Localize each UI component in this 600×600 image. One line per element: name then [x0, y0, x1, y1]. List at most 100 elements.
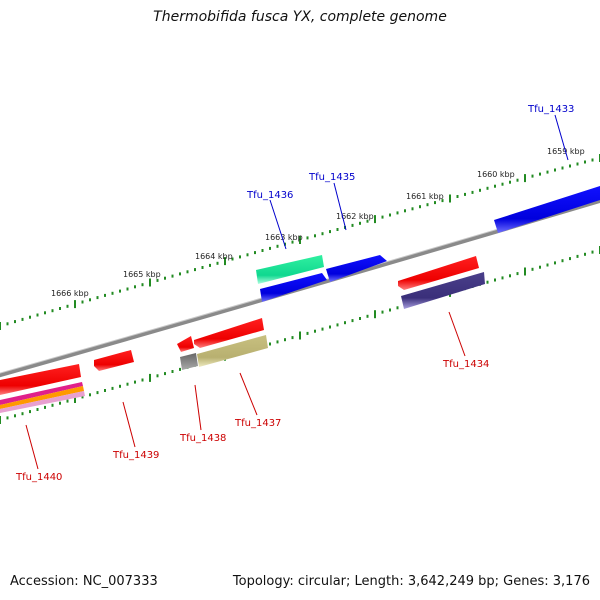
gene-tfu-1436[interactable]	[256, 255, 324, 284]
minor-tick	[494, 184, 496, 188]
accession-text: Accession: NC_007333	[10, 574, 158, 589]
minor-tick	[81, 395, 84, 399]
gene-tfu-1433[interactable]	[494, 186, 600, 233]
minor-tick	[284, 242, 286, 246]
minor-tick	[119, 289, 121, 293]
minor-tick	[554, 168, 556, 172]
outer-tick-ring	[0, 154, 600, 330]
minor-tick	[29, 410, 31, 414]
minor-tick	[539, 265, 541, 269]
major-tick	[0, 322, 1, 330]
major-tick	[149, 373, 151, 382]
map-title: Thermobifida fusca YX, complete genome	[153, 9, 447, 25]
minor-tick	[119, 384, 121, 388]
gene-reverse-olive[interactable]	[197, 335, 268, 367]
minor-tick	[314, 234, 316, 238]
kbp-label: 1663 kbp	[265, 233, 303, 242]
minor-tick	[561, 166, 564, 170]
minor-tick	[6, 416, 9, 420]
gene-reverse-grey[interactable]	[180, 353, 198, 370]
minor-tick	[306, 331, 309, 335]
major-tick	[299, 236, 301, 244]
minor-tick	[126, 382, 129, 386]
gene-label-tfu-1438: Tfu_1438	[179, 433, 226, 444]
gene-tfu-1438[interactable]	[177, 336, 194, 352]
minor-tick	[531, 174, 534, 178]
minor-tick	[186, 270, 189, 274]
minor-tick	[501, 276, 504, 280]
minor-tick	[156, 374, 159, 378]
minor-tick	[269, 246, 271, 250]
minor-tick	[479, 188, 481, 192]
minor-tick	[21, 412, 24, 416]
gene-label-tfu-1437: Tfu_1437	[234, 418, 281, 429]
minor-tick	[6, 322, 9, 326]
minor-tick	[381, 310, 384, 314]
major-tick	[524, 174, 526, 183]
minor-tick	[569, 164, 571, 168]
gene-tfu-1439[interactable]	[94, 350, 134, 371]
minor-tick	[111, 386, 114, 390]
gene-tfu-1437[interactable]	[194, 318, 264, 348]
major-tick	[449, 194, 451, 203]
minor-tick	[14, 320, 16, 324]
minor-tick	[321, 232, 324, 236]
major-tick	[374, 215, 376, 224]
minor-tick	[126, 287, 129, 291]
minor-tick	[441, 199, 444, 203]
minor-tick	[171, 370, 174, 373]
minor-tick	[539, 172, 541, 176]
gene-forward-blue[interactable]	[260, 273, 327, 302]
minor-tick	[576, 162, 579, 166]
minor-tick	[306, 236, 309, 240]
minor-tick	[81, 300, 84, 304]
minor-tick	[591, 250, 594, 254]
minor-tick	[456, 195, 459, 198]
minor-tick	[546, 263, 549, 267]
minor-tick	[194, 268, 196, 272]
minor-tick	[509, 180, 511, 184]
minor-tick	[164, 276, 166, 280]
major-tick	[149, 278, 151, 287]
minor-tick	[134, 285, 136, 289]
minor-tick	[104, 389, 106, 392]
gene-tfu-1435[interactable]	[326, 255, 387, 282]
minor-tick	[261, 249, 264, 252]
minor-tick	[554, 261, 556, 265]
minor-tick	[569, 257, 571, 261]
minor-tick	[509, 274, 511, 278]
minor-tick	[104, 293, 106, 297]
minor-tick	[276, 244, 279, 248]
minor-tick	[14, 414, 16, 418]
minor-tick	[21, 317, 24, 321]
gene-label-tfu-1435: Tfu_1435	[308, 172, 355, 183]
kbp-label: 1666 kbp	[51, 289, 89, 298]
minor-tick	[291, 240, 294, 244]
minor-tick	[359, 221, 361, 225]
minor-tick	[246, 253, 249, 257]
minor-tick	[546, 170, 549, 174]
minor-tick	[29, 315, 31, 319]
minor-tick	[179, 367, 181, 371]
minor-tick	[591, 158, 594, 162]
minor-tick	[291, 336, 294, 340]
minor-tick	[164, 372, 166, 376]
minor-tick	[426, 203, 429, 207]
minor-tick	[111, 291, 114, 295]
minor-tick	[284, 338, 286, 342]
major-tick	[0, 416, 1, 424]
gene-tfu-1440[interactable]	[0, 364, 81, 395]
gene-reverse-navy[interactable]	[401, 272, 485, 309]
minor-tick	[51, 403, 54, 407]
minor-tick	[329, 325, 331, 329]
minor-tick	[351, 319, 354, 323]
minor-tick	[329, 230, 331, 234]
minor-tick	[179, 272, 181, 276]
minor-tick	[419, 205, 421, 209]
minor-tick	[464, 192, 466, 196]
minor-tick	[494, 278, 496, 282]
gene-tfu-1434[interactable]	[398, 256, 479, 290]
major-tick	[524, 267, 526, 276]
minor-tick	[389, 213, 391, 217]
gene-reverse-multi[interactable]	[0, 382, 83, 405]
